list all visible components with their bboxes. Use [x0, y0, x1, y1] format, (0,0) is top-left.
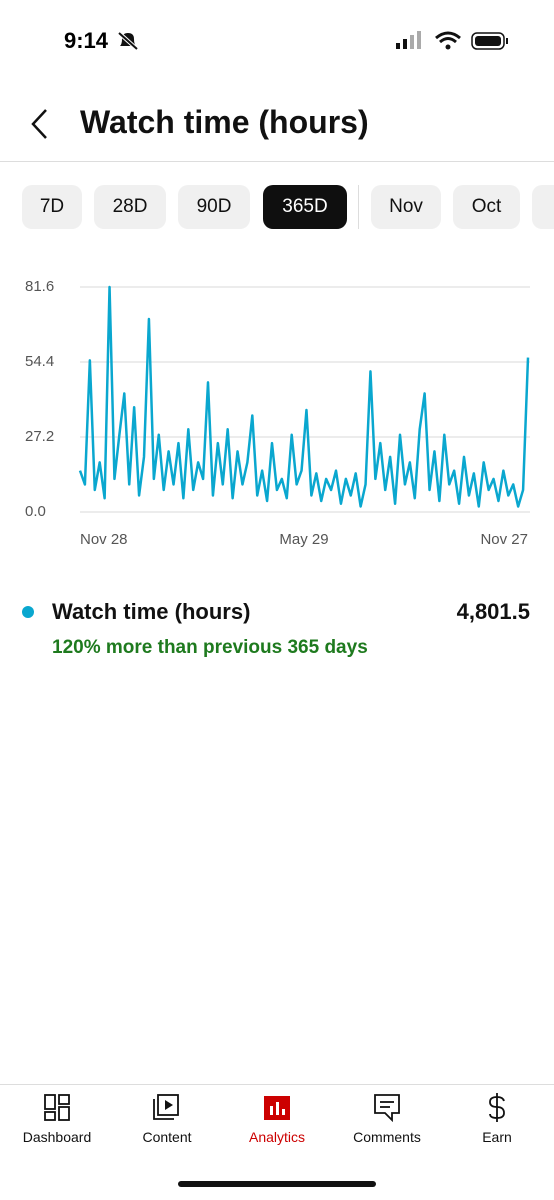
data-line — [78, 285, 530, 508]
mute-icon — [116, 30, 140, 52]
status-icons — [396, 31, 508, 50]
analytics-icon — [264, 1096, 290, 1120]
x-tick-label: Nov 27 — [480, 531, 528, 548]
nav-dashboard[interactable]: Dashboard — [2, 1092, 112, 1145]
back-button[interactable] — [28, 108, 52, 140]
earn-icon — [489, 1093, 505, 1122]
total-value: 4,801.5 — [456, 599, 530, 624]
nav-content[interactable]: Content — [112, 1092, 222, 1145]
dashboard-icon — [44, 1094, 70, 1121]
y-tick-label: 0.0 — [25, 503, 46, 520]
nav-label: Dashboard — [22, 1129, 92, 1145]
divider — [0, 161, 554, 162]
x-tick-label: Nov 28 — [80, 531, 128, 548]
home-indicator — [178, 1181, 376, 1187]
nav-label: Content — [142, 1129, 192, 1145]
tab[interactable]: 7D — [22, 185, 82, 229]
nav-comments[interactable]: Comments — [332, 1092, 442, 1145]
status-time: 9:14 — [64, 28, 109, 53]
legend-dot — [22, 606, 34, 618]
tab[interactable]: 365D — [263, 185, 347, 229]
nav-label: Analytics — [248, 1129, 306, 1145]
nav-analytics[interactable]: Analytics — [222, 1092, 332, 1145]
comparison: 120% more than previous 365 days — [52, 637, 368, 658]
y-tick-label: 27.2 — [25, 428, 54, 445]
nav-divider — [0, 1084, 554, 1085]
y-tick-label: 54.4 — [25, 353, 54, 370]
x-tick-label: May 29 — [279, 531, 328, 548]
tab-divider — [358, 185, 359, 229]
chart: 0.0 27.2 54.4 81.6 Nov 28 May 29 Nov 27 — [25, 278, 530, 548]
comments-icon — [374, 1094, 400, 1123]
nav-label: Earn — [482, 1129, 512, 1145]
tab[interactable]: Nov — [371, 185, 441, 229]
tab-partial[interactable] — [532, 185, 554, 229]
nav-earn[interactable]: Earn — [442, 1092, 552, 1145]
nav-label: Comments — [353, 1129, 421, 1145]
tab[interactable]: Oct — [453, 185, 520, 229]
legend-name: Watch time (hours) — [52, 599, 251, 624]
y-tick-label: 81.6 — [25, 278, 54, 295]
tab[interactable]: 28D — [94, 185, 166, 229]
page-title: Watch time (hours) — [80, 104, 369, 140]
content-icon — [153, 1094, 179, 1120]
tab[interactable]: 90D — [178, 185, 250, 229]
